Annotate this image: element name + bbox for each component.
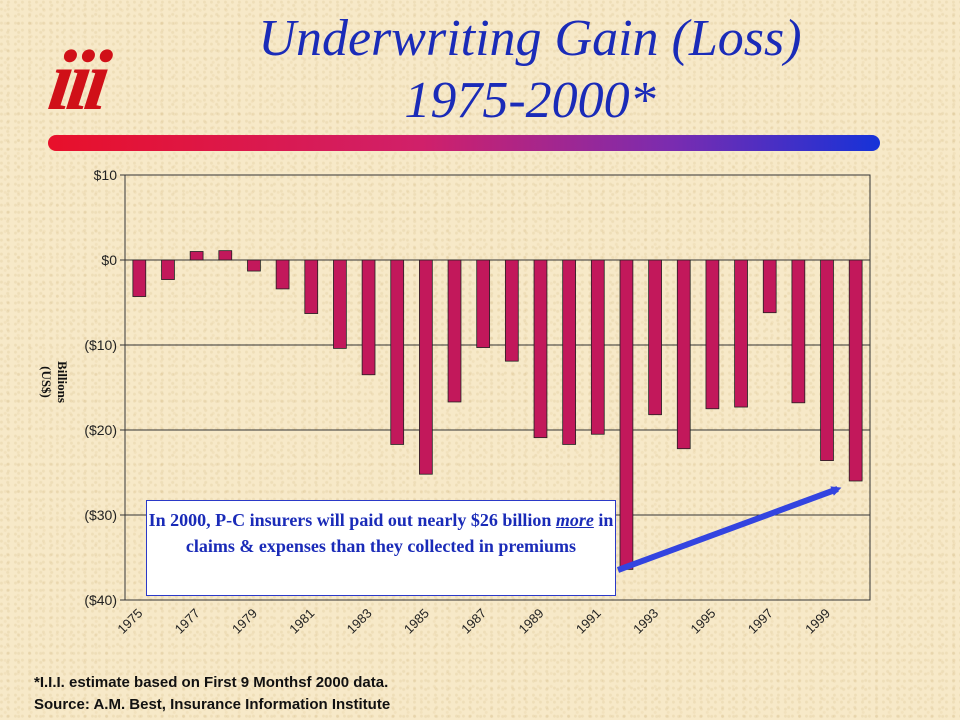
bar-1988 xyxy=(504,259,519,362)
bar-1996 xyxy=(734,259,748,408)
callout-text-2: in claims & expenses than they collected… xyxy=(185,510,614,556)
y-tick-label: ($10) xyxy=(84,337,117,353)
bar-1990 xyxy=(562,259,576,445)
bar-1991 xyxy=(590,259,605,435)
y-tick-label: $10 xyxy=(94,167,118,183)
footnote: *I.I.I. estimate based on First 9 Months… xyxy=(34,672,390,716)
x-tick-label: 1995 xyxy=(687,606,718,637)
y-tick-label: ($40) xyxy=(84,592,117,608)
bar-1994 xyxy=(676,259,691,450)
y-axis-label: Billions (US$) xyxy=(22,352,70,412)
bar-1977 xyxy=(189,251,204,261)
callout-arrow xyxy=(616,486,842,573)
x-tick-label: 1981 xyxy=(286,606,317,637)
bar-1981 xyxy=(304,259,319,314)
x-tick-label: 1993 xyxy=(630,606,661,637)
x-tick-label: 1975 xyxy=(114,606,145,637)
bar-1979 xyxy=(247,259,261,272)
bar-1997 xyxy=(762,259,777,314)
y-tick-label: ($20) xyxy=(84,422,117,438)
bar-1983 xyxy=(361,259,376,376)
bar-1975 xyxy=(132,259,147,297)
bar-1995 xyxy=(705,259,720,410)
x-tick-label: 1989 xyxy=(516,606,547,637)
x-tick-label: 1979 xyxy=(229,606,260,637)
footnote-source: Source: A.M. Best, Insurance Information… xyxy=(34,696,391,713)
bar-1984 xyxy=(390,259,405,445)
bar-1986 xyxy=(447,259,462,403)
page-title: Underwriting Gain (Loss) 1975-2000* xyxy=(150,8,910,132)
x-tick-label: 1997 xyxy=(745,606,776,637)
bar-1976 xyxy=(161,259,175,280)
title-line-1: Underwriting Gain (Loss) xyxy=(258,10,802,67)
bar-1993 xyxy=(648,259,662,416)
bar-1999 xyxy=(820,259,834,462)
y-axis-label-line2: (US$) xyxy=(39,366,54,398)
bar-1982 xyxy=(333,259,347,349)
callout-text-1: In 2000, P-C insurers will paid out near… xyxy=(148,510,556,530)
x-tick-label: 1983 xyxy=(344,606,375,637)
bar-1989 xyxy=(533,259,548,439)
title-divider xyxy=(48,135,880,151)
y-tick-label: ($30) xyxy=(84,507,117,523)
x-tick-label: 1987 xyxy=(458,606,489,637)
bar-1992 xyxy=(619,259,634,570)
footnote-estimate: *I.I.I. estimate based on First 9 Months… xyxy=(34,674,389,691)
callout-box: In 2000, P-C insurers will paid out near… xyxy=(146,500,616,596)
callout-emphasis: more xyxy=(555,510,594,530)
title-line-2: 1975-2000* xyxy=(404,72,656,129)
bar-1987 xyxy=(476,259,491,348)
y-axis-label-line1: Billions xyxy=(55,361,70,403)
x-tick-label: 1985 xyxy=(401,606,432,637)
bar-1978 xyxy=(218,250,233,261)
bar-1998 xyxy=(791,259,806,404)
bar-1980 xyxy=(275,259,290,290)
bar-2000 xyxy=(848,259,863,482)
x-tick-label: 1999 xyxy=(802,606,833,637)
x-tick-label: 1977 xyxy=(172,606,203,637)
bar-1985 xyxy=(419,259,433,475)
y-tick-label: $0 xyxy=(101,252,117,268)
x-tick-label: 1991 xyxy=(573,606,604,637)
